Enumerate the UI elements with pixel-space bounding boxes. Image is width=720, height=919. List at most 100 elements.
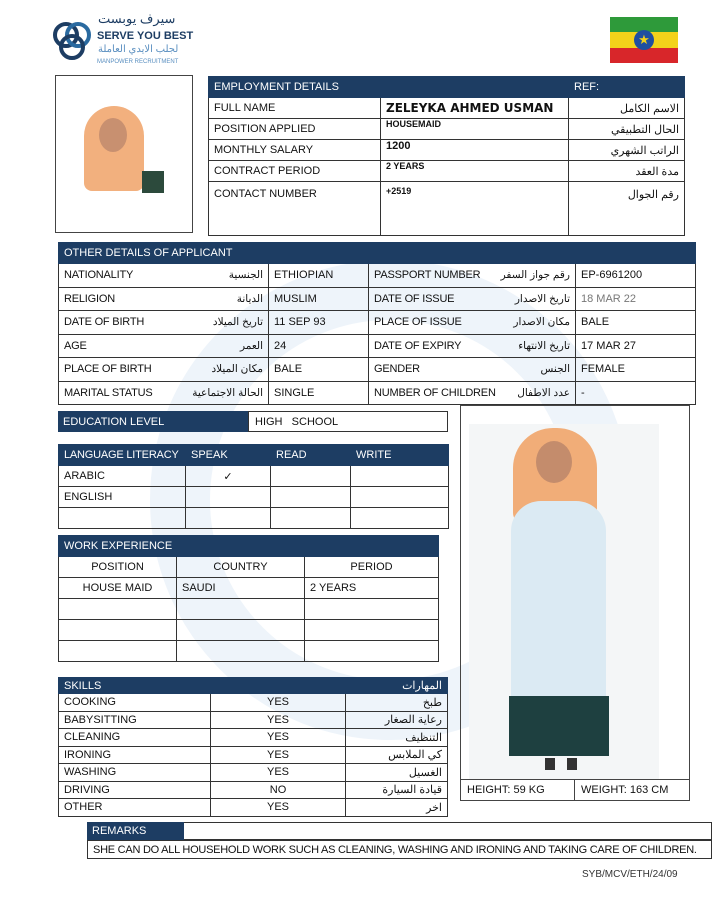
detail-arabic-label: عدد الاطفال	[517, 386, 570, 399]
applicant-photo-full: HEIGHT: 59 KG WEIGHT: 163 CM	[460, 405, 690, 801]
detail-value: ETHIOPIAN	[268, 263, 369, 288]
detail-value: 17 MAR 27	[575, 333, 696, 358]
lang-write	[350, 465, 449, 487]
lang-header-speak: SPEAK	[185, 444, 271, 466]
other-details-title: OTHER DETAILS OF APPLICANT	[58, 242, 369, 264]
detail-value: BALE	[268, 357, 369, 382]
company-logo: سيرف يوبست SERVE YOU BEST لجلب الايدي ال…	[50, 11, 194, 70]
arabic-full-name: الاسم الكامل	[568, 97, 685, 119]
education-value: HIGH SCHOOL	[248, 411, 448, 432]
detail-english-label: PLACE OF BIRTH	[64, 363, 152, 376]
detail-english-label: RELIGION	[64, 292, 115, 305]
value-position: HOUSEMAID	[380, 118, 569, 140]
label-contact: CONTACT NUMBER	[208, 181, 381, 236]
detail-arabic-label: مكان الاصدار	[513, 316, 570, 329]
value-salary: 1200	[380, 139, 569, 161]
remarks-text: SHE CAN DO ALL HOUSEHOLD WORK SUCH AS CL…	[87, 840, 712, 859]
lang-read	[270, 507, 351, 529]
lang-read	[270, 486, 351, 508]
detail-value: BALE	[575, 310, 696, 335]
detail-english-label: NUMBER OF CHILDREN	[374, 386, 496, 399]
ref-label: REF:	[568, 76, 685, 98]
work-header-period: PERIOD	[304, 556, 439, 578]
value-full-name: ZELEYKA AHMED USMAN	[380, 97, 569, 119]
applicant-photo-small	[55, 75, 193, 233]
arabic-contract: مدة العقد	[568, 160, 685, 182]
detail-label: DATE OF EXPIRY تاريخ الانتهاء	[368, 333, 576, 358]
skills-title: SKILLS	[58, 677, 346, 694]
label-contract: CONTRACT PERIOD	[208, 160, 381, 182]
skill-row: IRONING YES كي الملابس	[58, 745, 448, 764]
detail-arabic-label: رقم جواز السفر	[500, 269, 570, 282]
lang-header-read: READ	[270, 444, 351, 466]
detail-label: MARITAL STATUS الحالة الاجتماعية	[58, 380, 269, 405]
skill-arabic: رعاية الصغار	[345, 710, 448, 729]
detail-english-label: PLACE OF ISSUE	[374, 316, 462, 329]
lang-name: ARABIC	[58, 465, 186, 487]
skill-label: CLEANING	[58, 728, 211, 747]
skill-label: DRIVING	[58, 780, 211, 799]
lang-write	[350, 507, 449, 529]
check-icon: ✓	[185, 465, 271, 487]
logo-name: SERVE YOU BEST	[97, 30, 194, 42]
employment-details-table: EMPLOYMENT DETAILS REF: FULL NAME ZELEYKA …	[208, 76, 685, 236]
detail-arabic-label: مكان الميلاد	[211, 363, 263, 376]
skill-arabic: قيادة السيارة	[345, 780, 448, 799]
arabic-salary: الراتب الشهري	[568, 139, 685, 161]
education-label: EDUCATION LEVEL	[58, 411, 248, 432]
detail-value: EP-6961200	[575, 263, 696, 288]
skill-value: YES	[210, 763, 346, 782]
work-header-position: POSITION	[58, 556, 177, 578]
logo-knot-icon	[53, 22, 91, 60]
detail-row: RELIGION الديانة MUSLIM DATE OF ISSUE تاري…	[58, 286, 696, 311]
detail-label: DATE OF BIRTH تاريخ الميلاد	[58, 310, 269, 335]
detail-row: DATE OF BIRTH تاريخ الميلاد 11 SEP 93 PLA…	[58, 310, 696, 335]
detail-label: PASSPORT NUMBER رقم جواز السفر	[368, 263, 576, 288]
skill-arabic: التنظيف	[345, 728, 448, 747]
height-value: HEIGHT: 59 KG	[461, 779, 575, 801]
lang-name: ENGLISH	[58, 486, 186, 508]
skill-value: YES	[210, 693, 346, 712]
logo-sub: MANPOWER RECRUITMENT	[97, 59, 179, 65]
skill-label: OTHER	[58, 798, 211, 817]
detail-label: DATE OF ISSUE تاريخ الاصدار	[368, 286, 576, 311]
skill-label: BABYSITTING	[58, 710, 211, 729]
detail-arabic-label: تاريخ الميلاد	[212, 316, 263, 329]
detail-row: MARITAL STATUS الحالة الاجتماعية SINGLE N…	[58, 380, 696, 405]
detail-english-label: NATIONALITY	[64, 269, 134, 282]
detail-label: GENDER الجنس	[368, 357, 576, 382]
skill-label: IRONING	[58, 745, 211, 764]
skills-table: SKILLS المهارات COOKING YES طبخ BABYSITTING Y…	[58, 677, 448, 817]
detail-english-label: GENDER	[374, 363, 420, 376]
work-country: SAUDI	[176, 577, 305, 599]
logo-arabic: سيرف يوبست	[98, 11, 176, 26]
detail-row: AGE العمر 24 DATE OF EXPIRY تاريخ الانتهاء…	[58, 333, 696, 358]
detail-english-label: DATE OF ISSUE	[374, 292, 455, 305]
detail-row: NATIONALITY الجنسية ETHIOPIAN PASSPORT NU…	[58, 263, 696, 288]
detail-value: SINGLE	[268, 380, 369, 405]
skill-label: COOKING	[58, 693, 211, 712]
skill-arabic: الغسيل	[345, 763, 448, 782]
lang-speak	[185, 486, 271, 508]
weight-value: WEIGHT: 163 CM	[575, 779, 689, 801]
detail-arabic-label: تاريخ الانتهاء	[518, 339, 570, 352]
detail-arabic-label: الجنس	[540, 363, 570, 376]
skill-arabic: اخر	[345, 798, 448, 817]
work-header-country: COUNTRY	[176, 556, 305, 578]
skill-row: BABYSITTING YES رعاية الصغار	[58, 710, 448, 729]
detail-value: 11 SEP 93	[268, 310, 369, 335]
label-position: POSITION APPLIED	[208, 118, 381, 140]
work-title: WORK EXPERIENCE	[58, 535, 305, 557]
detail-value: -	[575, 380, 696, 405]
detail-english-label: PASSPORT NUMBER	[374, 269, 481, 282]
detail-english-label: AGE	[64, 339, 87, 352]
skill-value: YES	[210, 745, 346, 764]
detail-label: AGE العمر	[58, 333, 269, 358]
ethiopia-flag-icon: ★	[610, 17, 678, 63]
detail-value: MUSLIM	[268, 286, 369, 311]
skill-row: COOKING YES طبخ	[58, 693, 448, 712]
employment-title: EMPLOYMENT DETAILS	[208, 76, 569, 98]
detail-value: 18 MAR 22	[575, 286, 696, 311]
lang-read	[270, 465, 351, 487]
skill-label: WASHING	[58, 763, 211, 782]
